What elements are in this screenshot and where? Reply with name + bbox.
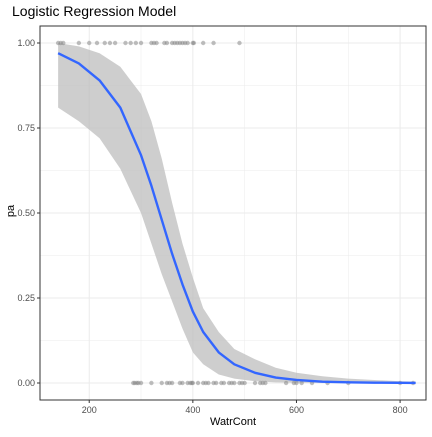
data-point xyxy=(112,40,118,46)
data-point xyxy=(213,380,219,386)
data-point xyxy=(237,40,242,46)
data-point xyxy=(180,380,185,386)
data-point xyxy=(138,40,144,46)
data-point xyxy=(94,40,100,46)
data-point xyxy=(169,380,175,386)
data-point xyxy=(107,40,113,46)
data-point xyxy=(191,40,197,46)
data-point xyxy=(61,40,66,46)
data-point xyxy=(201,40,206,46)
plot-area: 200 400 600 800 0.00 0.25 0.50 0.75 1.00 xyxy=(17,25,427,415)
data-point xyxy=(128,40,133,46)
data-point xyxy=(221,380,227,386)
data-point xyxy=(283,380,289,386)
data-point xyxy=(87,40,92,46)
data-point xyxy=(190,380,196,386)
x-tick-label: 800 xyxy=(393,405,408,415)
y-tick-label: 0.25 xyxy=(17,293,35,303)
data-point xyxy=(102,40,107,46)
data-point xyxy=(211,40,216,46)
data-point xyxy=(299,380,304,386)
y-tick-label: 0.75 xyxy=(17,123,35,133)
data-point xyxy=(133,40,139,46)
chart-title: Logistic Regression Model xyxy=(12,3,176,19)
data-point xyxy=(195,380,201,386)
confidence-ribbon xyxy=(58,43,416,383)
data-point xyxy=(138,380,144,386)
data-point xyxy=(232,380,237,386)
data-point xyxy=(206,380,211,386)
data-point xyxy=(149,380,154,386)
x-tick-label: 600 xyxy=(289,405,304,415)
y-tick-label: 1.00 xyxy=(17,38,35,48)
y-tick-label: 0.00 xyxy=(17,378,35,388)
data-point xyxy=(164,40,170,46)
y-tick-label: 0.50 xyxy=(17,208,35,218)
data-point xyxy=(159,380,164,386)
data-point xyxy=(294,380,299,386)
x-tick-label: 200 xyxy=(82,405,97,415)
data-point xyxy=(252,380,258,386)
data-point xyxy=(76,40,82,46)
x-tick-label: 400 xyxy=(185,405,200,415)
data-point xyxy=(242,380,247,386)
data-point xyxy=(154,40,159,46)
data-point xyxy=(123,40,128,46)
x-axis-label: WatrCont xyxy=(210,416,256,428)
data-point xyxy=(185,40,190,46)
fit-curve xyxy=(57,52,416,385)
y-axis-label: pa xyxy=(5,204,17,217)
data-point xyxy=(263,380,268,386)
